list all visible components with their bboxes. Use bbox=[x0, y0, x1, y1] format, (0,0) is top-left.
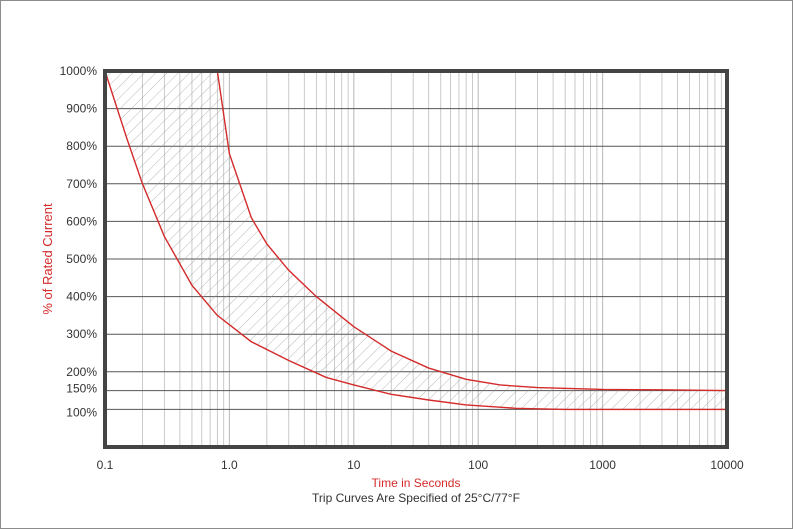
y-tick-label: 100% bbox=[66, 405, 97, 419]
trip-band-fill bbox=[105, 71, 727, 410]
temperature-note: Trip Curves Are Specified of 25°C/77°F bbox=[312, 491, 520, 505]
y-tick-label: 900% bbox=[66, 102, 97, 116]
y-tick-label: 400% bbox=[66, 290, 97, 304]
y-tick-label: 300% bbox=[66, 327, 97, 341]
y-tick-label: 200% bbox=[66, 365, 97, 379]
x-tick-label: 10 bbox=[347, 458, 361, 472]
x-axis-ticks: 0.1 1.0 10 100 1000 10000 bbox=[97, 458, 744, 472]
y-tick-label: 700% bbox=[66, 177, 97, 191]
minimum-trip-curve bbox=[104, 70, 727, 411]
y-tick-label: 600% bbox=[66, 214, 97, 228]
x-tick-label: 0.1 bbox=[97, 458, 114, 472]
y-tick-label: 1000% bbox=[60, 64, 98, 78]
y-axis-ticks: 1000% 900% 800% 700% 600% 500% 400% 300% 200% 150… bbox=[60, 64, 98, 419]
x-tick-label: 1000 bbox=[589, 458, 616, 472]
x-tick-label: 100 bbox=[468, 458, 488, 472]
x-tick-label: 1.0 bbox=[221, 458, 238, 472]
y-tick-label: 500% bbox=[66, 252, 97, 266]
y-tick-label: 150% bbox=[66, 382, 97, 396]
plot-border bbox=[103, 69, 729, 449]
maximum-trip-curve bbox=[216, 70, 728, 392]
y-axis-label: % of Rated Current bbox=[40, 203, 55, 315]
x-tick-label: 10000 bbox=[710, 458, 744, 472]
y-tick-label: 800% bbox=[66, 139, 97, 153]
x-axis-label: Time in Seconds bbox=[372, 476, 461, 490]
